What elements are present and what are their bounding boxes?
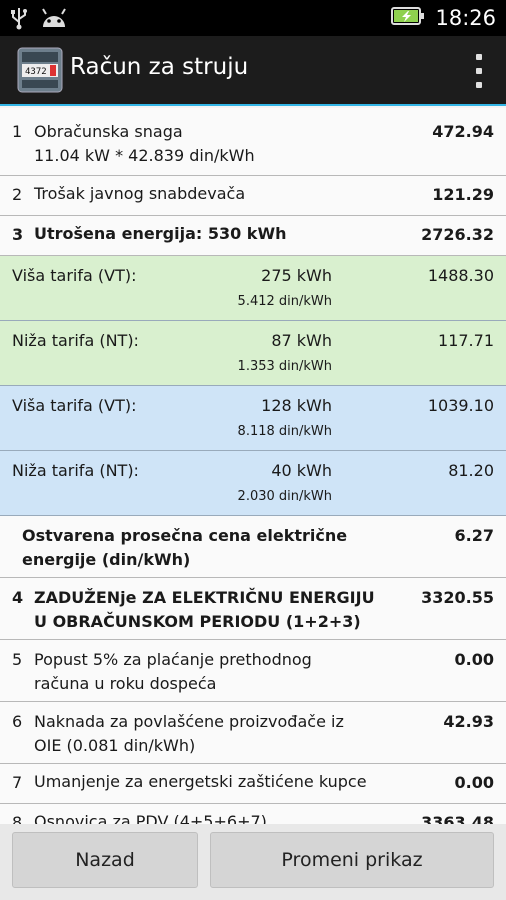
row-label: Utrošena energija: 530 kWh: [34, 224, 287, 243]
row-detail: 11.04 kW * 42.839 din/kWh: [34, 146, 255, 165]
tariff-rate: 2.030 din/kWh: [237, 489, 332, 504]
tariff-rate: 5.412 din/kWh: [237, 294, 332, 309]
bill-list[interactable]: 1 Obračunska snaga 11.04 kW * 42.839 din…: [0, 108, 506, 824]
tariff-rate: 8.118 din/kWh: [237, 424, 332, 439]
row-detail: računa u roku dospeća: [34, 674, 217, 693]
row-number: 7: [12, 773, 23, 792]
row-average-price: Ostvarena prosečna cena električne energ…: [0, 516, 506, 578]
row-value: 472.94: [432, 122, 494, 141]
row-label: Osnovica za PDV (4+5+6+7): [34, 812, 267, 824]
tariff-kwh: 275 kWh: [261, 266, 332, 285]
row-label: Umanjenje za energetski zaštićene kupce: [34, 772, 367, 791]
row-number: 4: [12, 588, 24, 607]
row-value: 6.27: [454, 526, 494, 545]
tariff-amount: 1488.30: [427, 266, 494, 285]
row-value: 0.00: [454, 650, 494, 669]
row-number: 5: [12, 650, 23, 669]
row-number: 1: [12, 122, 23, 141]
row-label: Naknada za povlašćene proizvođače iz: [34, 712, 344, 731]
usb-icon: [10, 6, 28, 34]
row-renewables-fee: 6 Naknada za povlašćene proizvođače iz O…: [0, 702, 506, 764]
tariff-kwh: 87 kWh: [271, 331, 332, 350]
row-detail: energije (din/kWh): [22, 550, 191, 569]
row-label: ZADUŽENje ZA ELEKTRIČNU ENERGIJU: [34, 588, 375, 607]
tariff-label: Viša tarifa (VT):: [12, 396, 137, 415]
meter-digits: 4372: [25, 67, 47, 77]
tariff-label: Niža tarifa (NT):: [12, 331, 139, 350]
row-label: Popust 5% za plaćanje prethodnog: [34, 650, 312, 669]
row-value: 0.00: [454, 773, 494, 792]
row-consumed-energy: 3 Utrošena energija: 530 kWh 2726.32: [0, 216, 506, 256]
row-detail: OIE (0.081 din/kWh): [34, 736, 196, 755]
row-number: 2: [12, 185, 23, 204]
electricity-meter-icon[interactable]: 4372: [16, 46, 64, 94]
row-total-charge: 4 ZADUŽENje ZA ELEKTRIČNU ENERGIJU U OBR…: [0, 578, 506, 640]
tariff-kwh: 40 kWh: [271, 461, 332, 480]
change-view-button[interactable]: Promeni prikaz: [210, 832, 494, 888]
row-label: Trošak javnog snabdevača: [34, 184, 246, 203]
row-value: 42.93: [443, 712, 494, 731]
row-number: 6: [12, 712, 23, 731]
row-value: 3320.55: [421, 588, 494, 607]
row-label: Ostvarena prosečna cena električne: [22, 526, 348, 545]
clock: 18:26: [435, 6, 496, 30]
app-title: Račun za struju: [70, 54, 249, 80]
row-value: 2726.32: [421, 225, 494, 244]
tariff-kwh: 128 kWh: [261, 396, 332, 415]
row-detail: U OBRAČUNSKOM PERIODU (1+2+3): [34, 612, 361, 631]
tariff-amount: 1039.10: [427, 396, 494, 415]
tariff-label: Viša tarifa (VT):: [12, 266, 137, 285]
row-number: 8: [12, 813, 23, 824]
status-bar: 18:26: [0, 0, 506, 36]
back-button[interactable]: Nazad: [12, 832, 198, 888]
row-label: Obračunska snaga: [34, 122, 183, 141]
row-protected-customers: 7 Umanjenje za energetski zaštićene kupc…: [0, 764, 506, 804]
tariff-row: Viša tarifa (VT): 275 kWh 5.412 din/kWh …: [0, 256, 506, 321]
tariff-amount: 81.20: [448, 461, 494, 480]
tariff-amount: 117.71: [438, 331, 494, 350]
tariff-rate: 1.353 din/kWh: [237, 359, 332, 374]
tariff-label: Niža tarifa (NT):: [12, 461, 139, 480]
action-bar: 4372 Račun za struju: [0, 36, 506, 106]
row-value: 121.29: [432, 185, 494, 204]
overflow-menu-icon[interactable]: [474, 54, 484, 88]
row-billing-power: 1 Obračunska snaga 11.04 kW * 42.839 din…: [0, 108, 506, 176]
tariff-row: Viša tarifa (VT): 128 kWh 8.118 din/kWh …: [0, 386, 506, 451]
bottom-button-bar: Nazad Promeni prikaz: [0, 824, 506, 900]
row-supplier-cost: 2 Trošak javnog snabdevača 121.29: [0, 176, 506, 216]
row-discount: 5 Popust 5% za plaćanje prethodnog račun…: [0, 640, 506, 702]
row-number: 3: [12, 225, 24, 244]
row-value: 3363.48: [421, 813, 494, 824]
battery-charging-icon: [391, 5, 425, 31]
android-icon: [40, 7, 68, 33]
row-vat-base: 8 Osnovica za PDV (4+5+6+7) 3363.48: [0, 804, 506, 824]
tariff-row: Niža tarifa (NT): 40 kWh 2.030 din/kWh 8…: [0, 451, 506, 516]
tariff-row: Niža tarifa (NT): 87 kWh 1.353 din/kWh 1…: [0, 321, 506, 386]
